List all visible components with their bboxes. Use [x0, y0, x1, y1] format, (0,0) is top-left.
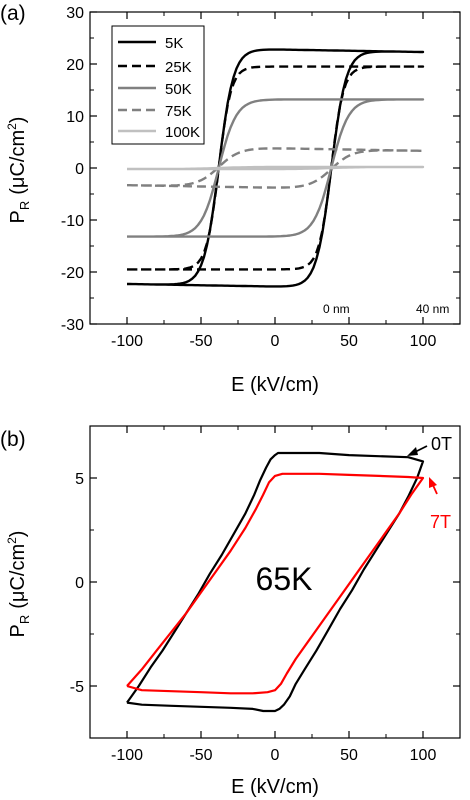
- y-tick-label-a: 20: [66, 57, 84, 74]
- y-tick-label-a: 30: [66, 5, 84, 22]
- x-tick-label-a: -100: [111, 333, 143, 350]
- axes-b: -100 -50 0 50 100-505: [70, 425, 461, 764]
- y-tick-label-a: -10: [61, 213, 84, 230]
- panel-b: (b) -100 -50 0 50 100-505 65K 0T 7T E (kV/cm…: [0, 425, 461, 798]
- arrow-head-0t: [407, 447, 418, 456]
- y-axis-title-a: PR(μC/cm2): [5, 117, 32, 224]
- x-tick-label-b: 0: [271, 747, 280, 764]
- legend-label-50k: 50K: [165, 81, 192, 98]
- x-tick-label-a: -50: [189, 333, 212, 350]
- y-tick-label-b: 0: [75, 575, 84, 592]
- y-tick-label-a: 10: [66, 109, 84, 126]
- x-tick-label-b: -50: [189, 747, 212, 764]
- series-0t: [126, 451, 425, 713]
- series-50k: [127, 98, 425, 238]
- x-tick-label-b: 50: [340, 747, 358, 764]
- x-axis-title-b: E (kV/cm): [231, 776, 319, 798]
- series-25k: [127, 65, 425, 271]
- annotation-0nm: 0 nm: [323, 302, 350, 316]
- y-tick-label-b: 5: [75, 471, 84, 488]
- series-group-a: [127, 48, 425, 288]
- y-axis-title-b: PR(μC/cm2): [5, 531, 32, 638]
- x-tick-label-b: -100: [111, 747, 143, 764]
- x-tick-label-a: 0: [271, 333, 280, 350]
- legend-label-75k: 75K: [165, 103, 192, 120]
- x-axis-title-a: E (kV/cm): [231, 374, 319, 396]
- panel-label-a: (a): [0, 2, 26, 25]
- legend-label-5k: 5K: [165, 35, 183, 52]
- annotation-40nm: 40 nm: [416, 302, 449, 316]
- series-group-b: [126, 451, 425, 713]
- legend-box-a: [111, 25, 205, 145]
- label-0t: 0T: [431, 434, 452, 454]
- legend-label-100k: 100K: [165, 124, 200, 141]
- series-75k: [127, 147, 425, 189]
- label-7t: 7T: [430, 512, 451, 532]
- y-tick-label-a: -20: [61, 265, 84, 282]
- y-tick-label-a: 0: [75, 161, 84, 178]
- y-tick-label-b: -5: [70, 679, 84, 696]
- legend-a: 5K 25K 50K 75K 100K: [111, 25, 205, 145]
- x-tick-label-a: 50: [340, 333, 358, 350]
- series-100k: [127, 165, 425, 171]
- x-tick-label-b: 100: [410, 747, 437, 764]
- panel-label-b: (b): [0, 428, 26, 451]
- x-tick-label-a: 100: [410, 333, 437, 350]
- y-tick-label-a: -30: [61, 317, 84, 334]
- arrow-head-7t: [429, 477, 437, 488]
- temperature-label-65k: 65K: [256, 561, 313, 597]
- series-7t: [126, 472, 425, 695]
- series-5k: [127, 48, 425, 288]
- legend-label-25k: 25K: [165, 59, 192, 76]
